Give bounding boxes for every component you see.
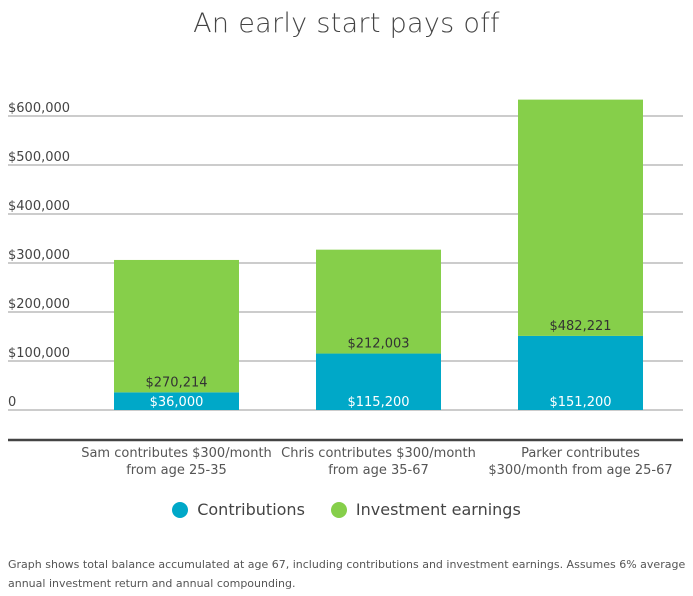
legend-swatch-contributions (172, 501, 189, 518)
stacked-bar-chart: 0 $100,000 $200,000 $300,000 $400,000 $500,00… (8, 99, 683, 478)
x-tick-label: Parker contributes (521, 446, 640, 461)
x-tick-label: Chris contributes $300/month (281, 446, 476, 461)
footnote: Graph shows total balance accumulated at… (8, 558, 686, 590)
data-label-investment-earnings: $482,221 (549, 319, 611, 334)
legend-label: Contributions (197, 500, 305, 519)
chart-title: An early start pays off (193, 8, 500, 39)
x-tick-label: Sam contributes $300/month (81, 446, 272, 461)
data-label-contributions: $115,200 (347, 395, 409, 410)
data-label-contributions: $151,200 (549, 395, 611, 410)
bar-contributions (518, 335, 643, 410)
x-tick-label: $300/month from age 25-67 (488, 463, 672, 478)
data-label-investment-earnings: $270,214 (145, 375, 207, 390)
y-tick-label: $400,000 (8, 199, 70, 214)
y-tick-label: $600,000 (8, 101, 70, 116)
bar-investment-earnings (316, 249, 441, 354)
y-tick-label: 0 (8, 395, 16, 410)
legend-label: Investment earnings (355, 500, 521, 519)
bar-contributions (114, 392, 239, 410)
y-tick-label: $500,000 (8, 150, 70, 165)
legend: Contributions Investment earnings (0, 500, 693, 519)
bar-contributions (316, 353, 441, 410)
legend-item-investment-earnings: Investment earnings (330, 500, 521, 519)
data-label-contributions: $36,000 (150, 395, 204, 410)
x-tick-label: from age 35-67 (328, 463, 429, 478)
bar-investment-earnings (518, 99, 643, 336)
bar-investment-earnings (114, 259, 239, 393)
y-tick-label: $200,000 (8, 297, 70, 312)
legend-item-contributions: Contributions (172, 500, 305, 519)
y-tick-label: $300,000 (8, 248, 70, 263)
data-label-investment-earnings: $212,003 (347, 337, 409, 352)
y-tick-label: $100,000 (8, 346, 70, 361)
legend-swatch-investment-earnings (330, 501, 347, 518)
x-tick-label: from age 25-35 (126, 463, 227, 478)
